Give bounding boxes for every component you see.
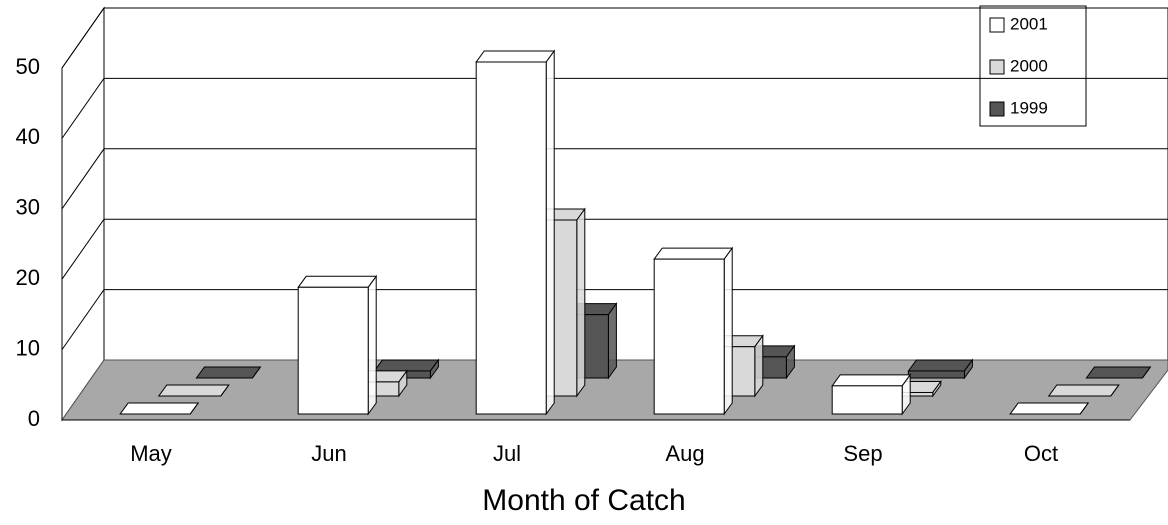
bar-top <box>119 402 200 415</box>
x-tick-label: Oct <box>1024 441 1058 466</box>
bar-top <box>1047 384 1120 397</box>
bar <box>1009 402 1090 415</box>
y-tick-label: 50 <box>16 54 40 79</box>
bar-top <box>475 50 556 63</box>
bar-front <box>831 385 903 415</box>
bar <box>195 366 262 379</box>
legend-label: 2001 <box>1010 14 1048 33</box>
y-tick-label: 20 <box>16 265 40 290</box>
bar-front <box>475 61 547 415</box>
grid-line <box>61 218 1168 280</box>
x-tick-label: Sep <box>843 441 882 466</box>
legend-swatch <box>989 101 1005 117</box>
bar-front <box>653 258 725 415</box>
bar <box>1047 384 1120 397</box>
bar-top <box>373 359 440 372</box>
y-tick-label: 0 <box>28 406 40 431</box>
y-tick-label: 40 <box>16 124 40 149</box>
bar-side <box>220 384 230 397</box>
x-tick-label: Aug <box>665 441 704 466</box>
bar <box>157 384 230 397</box>
bar-side <box>576 207 586 398</box>
bar <box>1085 366 1152 379</box>
bar-top <box>653 247 734 260</box>
bar <box>119 402 200 415</box>
bar-top <box>1009 402 1090 415</box>
legend-swatch <box>989 17 1005 33</box>
x-axis-title: Month of Catch <box>482 484 685 517</box>
bar-side <box>1079 402 1089 415</box>
grid-line <box>61 289 1168 350</box>
bar-top <box>1085 366 1152 379</box>
bar-top <box>157 384 230 397</box>
legend-label: 2000 <box>1010 56 1048 75</box>
bar-side <box>1141 366 1151 379</box>
grid-line <box>61 148 1168 210</box>
side-wall <box>61 6 105 422</box>
grid-line <box>61 77 1168 139</box>
bar-top <box>195 366 262 379</box>
x-tick-label: May <box>130 441 172 466</box>
bar-side <box>189 402 199 415</box>
grid-line <box>61 7 1168 69</box>
bar-front <box>907 370 965 379</box>
bar-top <box>831 374 912 387</box>
bar-top <box>907 359 974 372</box>
legend-label: 1999 <box>1010 98 1048 117</box>
y-tick-label: 30 <box>16 195 40 220</box>
bar <box>907 358 974 380</box>
bar-side <box>754 334 764 398</box>
bar-side <box>1110 384 1120 397</box>
bar-side <box>545 49 555 416</box>
x-tick-label: Jun <box>311 441 346 466</box>
legend-swatch <box>989 59 1005 75</box>
bar-side <box>251 366 261 379</box>
bar-front <box>297 286 369 415</box>
bar-side <box>607 302 617 380</box>
y-tick-label: 10 <box>16 335 40 360</box>
bar-side <box>723 246 733 416</box>
bar-top <box>297 275 378 288</box>
bar <box>831 373 912 416</box>
bar-side <box>367 274 377 416</box>
bar <box>653 246 734 416</box>
bar <box>475 49 556 416</box>
x-tick-label: Jul <box>493 441 521 466</box>
bar <box>297 274 378 416</box>
